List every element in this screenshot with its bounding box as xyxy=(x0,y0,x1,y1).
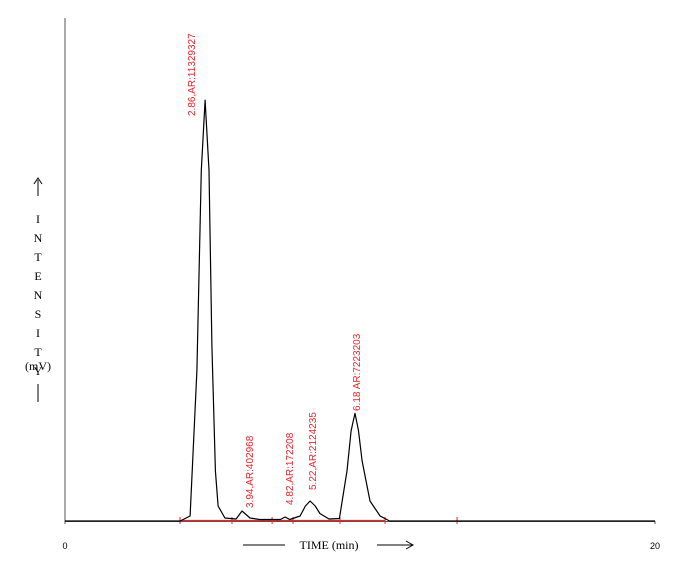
peak-annotation: 4.82,AR:172208 xyxy=(285,432,296,505)
x-arrow-head xyxy=(405,540,415,550)
y-unit: (mV) xyxy=(25,359,51,373)
peak-annotation: 2.86,AR:11329327 xyxy=(187,33,198,116)
x-tick-label: 20 xyxy=(650,541,660,551)
y-arrow-head xyxy=(33,177,43,185)
y-label: INTENSITY xyxy=(31,212,45,383)
x-label: TIME (min) xyxy=(300,538,359,552)
peak-annotation: 3.94,AR:402968 xyxy=(245,435,256,508)
peak-annotation: 6.18 AR:7223203 xyxy=(352,333,363,411)
peak-annotation: 5.22,AR:2124235 xyxy=(308,412,319,490)
x-tick-label: 0 xyxy=(62,541,67,551)
trace xyxy=(65,99,655,522)
